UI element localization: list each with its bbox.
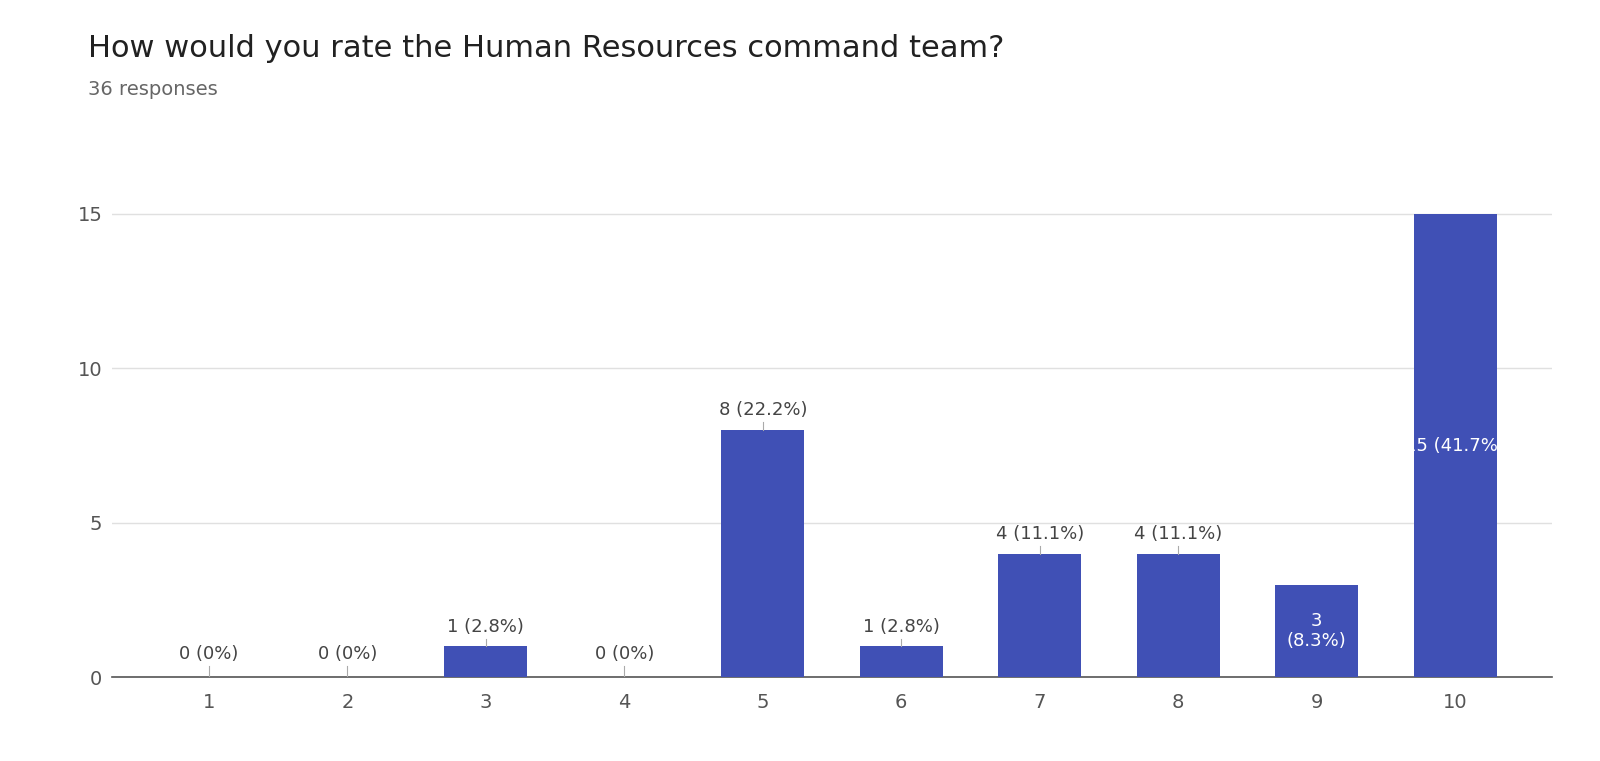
Bar [859,646,942,677]
Bar [998,554,1082,677]
Bar [1136,554,1219,677]
Text: 1 (2.8%): 1 (2.8%) [862,618,939,635]
Bar [445,646,528,677]
Text: 0 (0%): 0 (0%) [318,645,378,664]
Text: 4 (11.1%): 4 (11.1%) [1134,525,1222,543]
Text: 0 (0%): 0 (0%) [179,645,238,664]
Text: 0 (0%): 0 (0%) [595,645,654,664]
Bar [1413,214,1496,677]
Bar [1275,584,1358,677]
Text: 3
(8.3%): 3 (8.3%) [1286,612,1347,651]
Text: 1 (2.8%): 1 (2.8%) [448,618,525,635]
Text: 8 (22.2%): 8 (22.2%) [718,401,806,419]
Text: How would you rate the Human Resources command team?: How would you rate the Human Resources c… [88,34,1005,63]
Text: 36 responses: 36 responses [88,80,218,99]
Text: 15 (41.7%): 15 (41.7%) [1405,437,1506,454]
Text: 4 (11.1%): 4 (11.1%) [995,525,1083,543]
Bar [722,430,805,677]
